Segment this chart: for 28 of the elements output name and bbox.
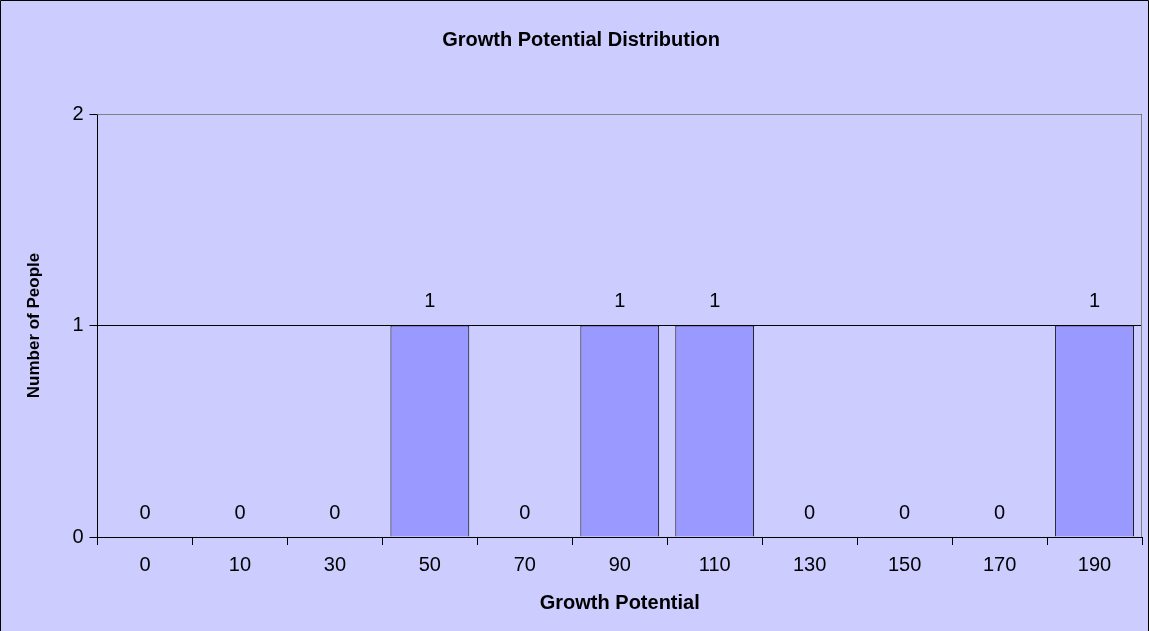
data-label: 0: [329, 500, 341, 523]
x-tick-label: 70: [513, 552, 536, 575]
x-tick-label: 170: [982, 552, 1017, 575]
data-label: 1: [614, 289, 626, 312]
x-tick-label: 10: [228, 552, 252, 575]
x-tick-label: 30: [323, 552, 347, 575]
x-tick-label: 90: [608, 552, 631, 575]
y-tick-label: 1: [72, 313, 84, 336]
data-label: 1: [1088, 289, 1101, 312]
x-axis-title: Growth Potential: [539, 590, 700, 613]
data-label: 0: [804, 500, 816, 523]
x-tick-label: 0: [139, 552, 151, 575]
data-label: 0: [899, 500, 911, 523]
data-label: 0: [139, 500, 151, 523]
data-label: 1: [424, 289, 436, 312]
y-tick-label: 0: [72, 524, 84, 547]
y-tick-label: 2: [72, 101, 84, 124]
x-tick-label: 110: [698, 552, 731, 575]
x-tick-label: 190: [1077, 552, 1112, 575]
data-label: 1: [709, 289, 721, 312]
x-tick-label: 50: [418, 552, 441, 575]
data-label: 0: [994, 500, 1006, 523]
x-tick-label: 130: [792, 552, 827, 575]
x-tick-label: 150: [887, 552, 922, 575]
data-label: 0: [519, 500, 531, 523]
y-axis-title: Number of People: [23, 252, 43, 399]
chart-title: Growth Potential Distribution: [442, 27, 720, 50]
data-label: 0: [234, 500, 246, 523]
